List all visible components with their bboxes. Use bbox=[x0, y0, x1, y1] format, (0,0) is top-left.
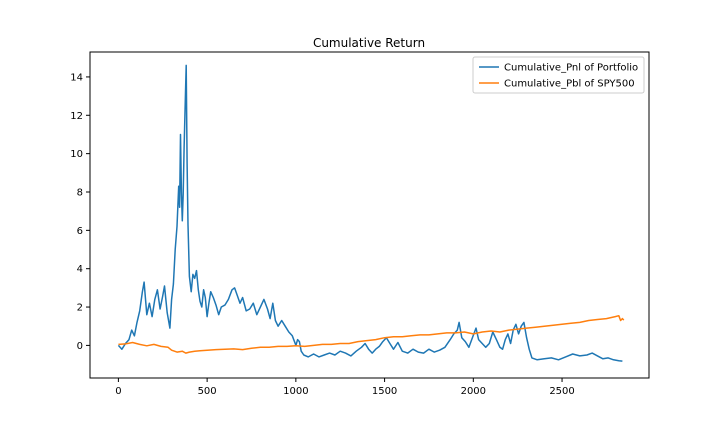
series-layer bbox=[117, 64, 625, 362]
y-tick-label: 0 bbox=[77, 341, 83, 352]
plot-frame bbox=[89, 51, 650, 379]
x-tick-label: 1000 bbox=[283, 386, 308, 397]
y-axis: 0 2 4 6 8 10 12 14 bbox=[70, 72, 90, 352]
chart-title: Cumulative Return bbox=[313, 36, 425, 50]
y-tick-label: 6 bbox=[77, 226, 83, 237]
x-tick-label: 2500 bbox=[549, 386, 574, 397]
x-tick-label: 1500 bbox=[372, 386, 397, 397]
x-tick-label: 500 bbox=[198, 386, 217, 397]
y-tick-label: 10 bbox=[70, 149, 83, 160]
y-tick-label: 2 bbox=[77, 303, 83, 314]
y-tick-label: 12 bbox=[70, 111, 83, 122]
legend-label-spy500: Cumulative_Pbl of SPY500 bbox=[504, 79, 635, 90]
y-tick-label: 4 bbox=[77, 264, 83, 275]
x-tick-label: 0 bbox=[115, 386, 121, 397]
x-tick-label: 2000 bbox=[461, 386, 486, 397]
series-line-0 bbox=[117, 64, 623, 362]
y-tick-label: 8 bbox=[77, 187, 83, 198]
y-tick-label: 14 bbox=[70, 72, 83, 83]
x-axis: 0 500 1000 1500 2000 2500 bbox=[115, 378, 575, 397]
series-line-1 bbox=[118, 314, 625, 354]
legend-label-portfolio: Cumulative_Pnl of Portfolio bbox=[504, 63, 638, 74]
legend-box bbox=[472, 56, 645, 94]
legend: Cumulative_Pnl of Portfolio Cumulative_P… bbox=[472, 56, 645, 94]
